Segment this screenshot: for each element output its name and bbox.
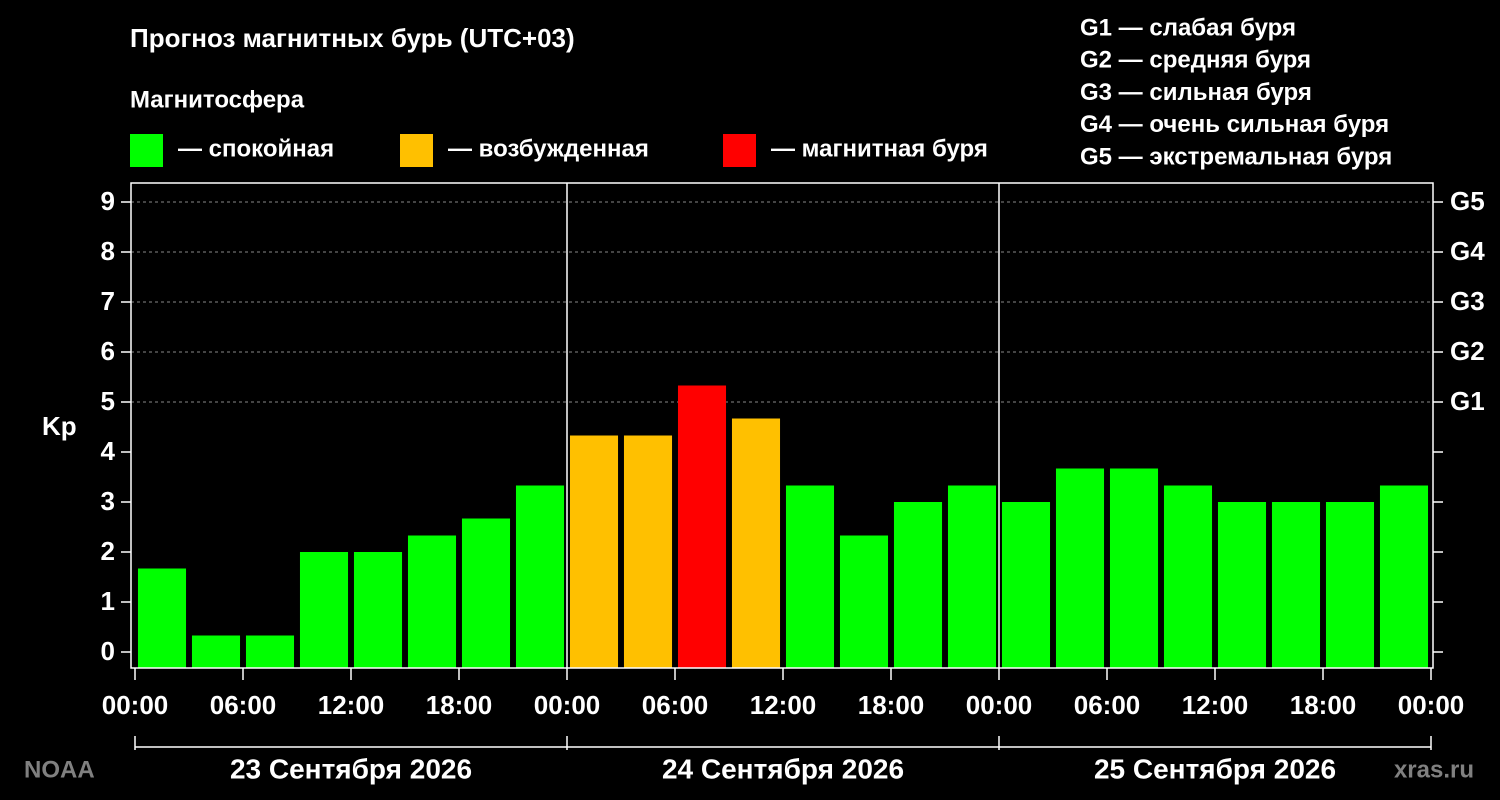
x-tick-label: 06:00 (642, 690, 709, 720)
g-scale-note: G1 — слабая буря (1080, 14, 1296, 41)
x-tick-label: 06:00 (210, 690, 277, 720)
legend-swatch (723, 134, 756, 167)
y-tick-label: 8 (101, 236, 115, 266)
legend-swatch (130, 134, 163, 167)
watermark: xras.ru (1394, 756, 1474, 783)
bar (407, 535, 457, 668)
y-tick-label: 2 (101, 536, 115, 566)
bar (1325, 502, 1375, 668)
watermark: NOAA (24, 756, 95, 783)
x-tick-label: 00:00 (102, 690, 169, 720)
bar (893, 502, 943, 668)
y-tick-label: 4 (101, 436, 116, 466)
chart-title: Прогноз магнитных бурь (UTC+03) (130, 23, 575, 53)
day-label: 23 Сентября 2026 (230, 753, 472, 784)
bar (137, 568, 187, 668)
y2-tick-label: G3 (1450, 286, 1485, 316)
bar (1055, 468, 1105, 668)
bar (677, 385, 727, 668)
bar (623, 435, 673, 668)
chart-subtitle: Магнитосфера (130, 86, 305, 113)
y-axis-label: Kp (42, 411, 77, 441)
x-tick-label: 18:00 (858, 690, 925, 720)
x-tick-label: 18:00 (426, 690, 493, 720)
legend-label: — магнитная буря (771, 135, 988, 162)
bar (731, 418, 781, 668)
x-tick-label: 18:00 (1290, 690, 1357, 720)
g-scale-note: G3 — сильная буря (1080, 79, 1312, 106)
day-label: 24 Сентября 2026 (662, 753, 904, 784)
bar (947, 485, 997, 668)
legend-label: — возбужденная (448, 135, 649, 162)
x-tick-label: 06:00 (1074, 690, 1141, 720)
y2-tick-label: G2 (1450, 336, 1485, 366)
x-tick-label: 00:00 (966, 690, 1033, 720)
y-tick-label: 6 (101, 336, 115, 366)
bar (1217, 502, 1267, 668)
bar (785, 485, 835, 668)
bar (1001, 502, 1051, 668)
x-tick-label: 12:00 (750, 690, 817, 720)
x-tick-label: 12:00 (318, 690, 385, 720)
y-tick-label: 5 (101, 386, 115, 416)
bar (1271, 502, 1321, 668)
y-tick-label: 0 (101, 636, 115, 666)
y-tick-label: 9 (101, 186, 115, 216)
y-tick-label: 1 (101, 586, 115, 616)
bar (1163, 485, 1213, 668)
y2-tick-label: G1 (1450, 386, 1485, 416)
bar (299, 552, 349, 668)
legend-swatch (400, 134, 433, 167)
y2-tick-label: G4 (1450, 236, 1485, 266)
bar (461, 518, 511, 668)
bar (353, 552, 403, 668)
bar (1379, 485, 1429, 668)
y-tick-label: 7 (101, 286, 115, 316)
x-tick-label: 00:00 (534, 690, 601, 720)
legend-label: — спокойная (178, 135, 334, 162)
y2-tick-label: G5 (1450, 186, 1485, 216)
g-scale-note: G5 — экстремальная буря (1080, 144, 1392, 171)
y-tick-label: 3 (101, 486, 115, 516)
bar (515, 485, 565, 668)
x-tick-label: 12:00 (1182, 690, 1249, 720)
day-label: 25 Сентября 2026 (1094, 753, 1336, 784)
g-scale-note: G4 — очень сильная буря (1080, 111, 1389, 138)
bar (569, 435, 619, 668)
bar (245, 635, 295, 668)
bar (1109, 468, 1159, 668)
plot-frame (130, 182, 1434, 669)
bar (839, 535, 889, 668)
x-tick-label: 00:00 (1398, 690, 1465, 720)
bar (191, 635, 241, 668)
g-scale-note: G2 — средняя буря (1080, 47, 1311, 74)
